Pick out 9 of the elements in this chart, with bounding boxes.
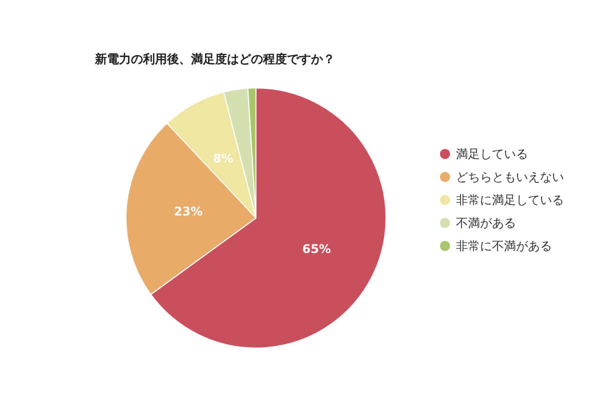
chart-title: 新電力の利用後、満足度はどの程度ですか？ [94, 52, 335, 66]
legend-label: 非常に満足している [456, 193, 564, 207]
legend-label: 不満がある [456, 216, 516, 230]
legend-label: 非常に不満がある [456, 239, 552, 253]
legend-label: 満足している [456, 147, 528, 161]
data-label: 8% [213, 151, 234, 166]
data-label: 23% [174, 204, 203, 219]
data-label: 65% [302, 242, 331, 256]
legend-label: どちらともいえない [456, 170, 564, 184]
